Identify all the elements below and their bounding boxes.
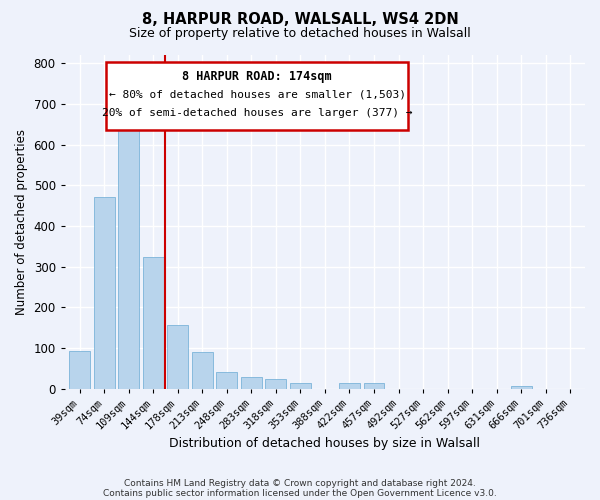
Text: Size of property relative to detached houses in Walsall: Size of property relative to detached ho… — [129, 28, 471, 40]
Text: ← 80% of detached houses are smaller (1,503): ← 80% of detached houses are smaller (1,… — [109, 89, 406, 99]
Bar — [290, 383, 311, 389]
Text: Contains public sector information licensed under the Open Government Licence v3: Contains public sector information licen… — [103, 488, 497, 498]
Bar — [192, 352, 212, 389]
Bar — [265, 379, 286, 389]
Bar — [511, 386, 532, 389]
Y-axis label: Number of detached properties: Number of detached properties — [15, 129, 28, 315]
Text: Contains HM Land Registry data © Crown copyright and database right 2024.: Contains HM Land Registry data © Crown c… — [124, 478, 476, 488]
Bar — [339, 382, 360, 389]
Bar — [217, 372, 237, 389]
Text: 8, HARPUR ROAD, WALSALL, WS4 2DN: 8, HARPUR ROAD, WALSALL, WS4 2DN — [142, 12, 458, 28]
Text: 8 HARPUR ROAD: 174sqm: 8 HARPUR ROAD: 174sqm — [182, 70, 332, 83]
Bar — [118, 126, 139, 389]
Text: 20% of semi-detached houses are larger (377) →: 20% of semi-detached houses are larger (… — [102, 108, 413, 118]
Bar — [69, 351, 90, 389]
Bar — [106, 62, 408, 130]
Bar — [143, 256, 164, 389]
Bar — [241, 378, 262, 389]
Bar — [364, 383, 385, 389]
X-axis label: Distribution of detached houses by size in Walsall: Distribution of detached houses by size … — [169, 437, 481, 450]
Bar — [94, 198, 115, 389]
Bar — [167, 324, 188, 389]
